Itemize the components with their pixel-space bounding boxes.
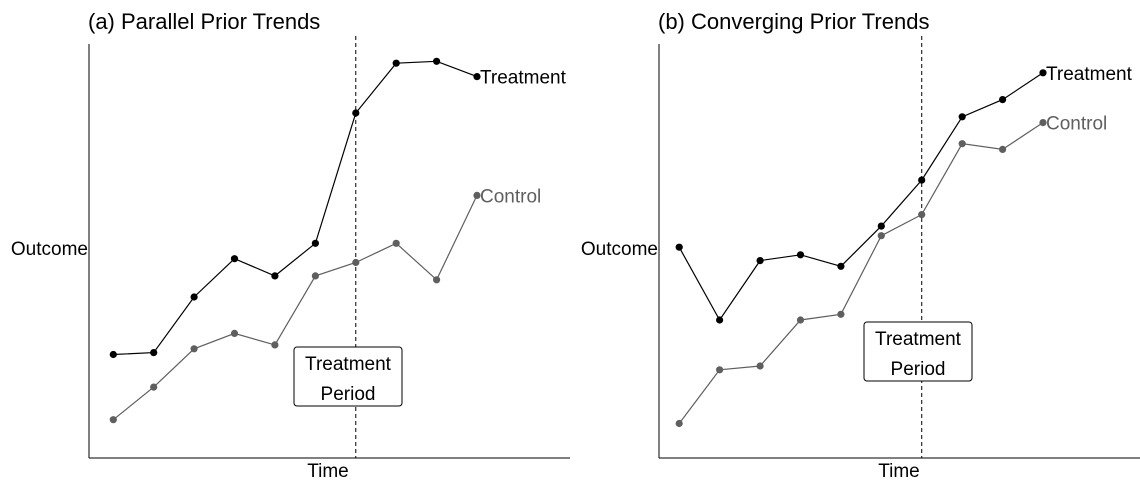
panel-b-treatment-point-2 <box>716 316 724 324</box>
panel-b-treatment-point-8 <box>958 113 966 121</box>
panel-b-treatment-point-7 <box>918 176 926 184</box>
panel-b-treatment-point-5 <box>837 262 845 270</box>
panel-b-control-point-7 <box>918 211 926 219</box>
panel-a-title: (a) Parallel Prior Trends <box>88 9 320 34</box>
panel-b-control-point-5 <box>837 310 845 318</box>
panel-b-treatment-point-4 <box>796 251 805 259</box>
panel-a-control-point-5 <box>271 341 279 349</box>
panel-a-treatment-point-5 <box>271 272 279 280</box>
panel-a-control-point-9 <box>433 276 441 284</box>
panel-b: (b) Converging Prior Trends Outcome Time… <box>581 9 1140 480</box>
panel-a-marks: Treatment Control <box>109 57 567 424</box>
panel-a-control-point-10 <box>473 191 481 199</box>
panel-b-annotation-box <box>863 321 973 382</box>
panel-b-marks: Treatment Control <box>675 64 1133 428</box>
panel-a-treatment-point-3 <box>190 293 198 301</box>
panel-b-control-point-9 <box>999 145 1007 153</box>
panel-b-control-point-4 <box>796 316 805 324</box>
panel-a-annotation-line-1: Treatment <box>305 354 392 375</box>
panel-a-control-point-6 <box>311 272 319 280</box>
panel-b-treatment-point-3 <box>756 257 764 265</box>
panel-a-control-point-1 <box>109 416 117 424</box>
panel-b-treatment-point-10 <box>1039 69 1047 77</box>
panel-b-control-point-10 <box>1039 119 1047 127</box>
panel-b-annotation-line-1: Treatment <box>875 329 962 350</box>
panel-a-treatment-point-1 <box>109 350 117 359</box>
panel-a-treatment-label: Treatment <box>480 68 567 89</box>
panel-b-control-line <box>678 122 1044 424</box>
panel-a-treatment-point-4 <box>230 255 239 263</box>
panel-a-control-point-8 <box>392 239 400 247</box>
panel-b-title: (b) Converging Prior Trends <box>658 9 929 34</box>
panel-a-control-line <box>112 195 478 421</box>
panel-a-treatment-point-9 <box>433 57 441 65</box>
panel-b-control-point-3 <box>756 362 764 370</box>
panel-a-treatment-point-2 <box>150 349 158 357</box>
panel-a-treatment-point-7 <box>352 109 360 117</box>
panel-b-treatment-point-9 <box>999 96 1007 104</box>
panel-b-treatment-label: Treatment <box>1046 64 1133 85</box>
panel-a-control-point-4 <box>230 329 239 337</box>
panel-a-treatment-point-10 <box>473 73 481 81</box>
panel-a-control-point-2 <box>150 383 158 391</box>
panel-a-control-point-7 <box>352 258 360 267</box>
panel-b-control-point-8 <box>958 140 966 148</box>
panel-b-xlabel: Time <box>878 461 920 480</box>
panel-b-treatment-point-6 <box>877 222 885 230</box>
panel-a-xlabel: Time <box>307 461 349 480</box>
panel-a-control-point-3 <box>190 345 198 353</box>
panel-b-treatment-line <box>678 72 1044 322</box>
panel-b-control-point-2 <box>716 366 724 374</box>
panel-b-control-point-1 <box>675 419 683 428</box>
panel-a: (a) Parallel Prior Trends Outcome Time T… <box>11 9 570 480</box>
panel-a-ylabel: Outcome <box>11 239 88 260</box>
panel-b-control-point-6 <box>877 232 885 240</box>
panel-b-control-label: Control <box>1046 114 1107 135</box>
panel-a-treatment-point-6 <box>311 239 319 247</box>
panel-a-control-label: Control <box>480 186 541 207</box>
panel-a-annotation-box <box>293 346 403 407</box>
panel-b-ylabel: Outcome <box>581 239 658 260</box>
panel-b-annotation-line-2: Period <box>891 359 946 380</box>
panel-a-treatment-point-8 <box>392 59 400 67</box>
panel-a-annotation-line-2: Period <box>321 384 376 405</box>
panel-b-treatment-point-1 <box>675 243 683 251</box>
panel-a-treatment-line <box>113 60 478 356</box>
